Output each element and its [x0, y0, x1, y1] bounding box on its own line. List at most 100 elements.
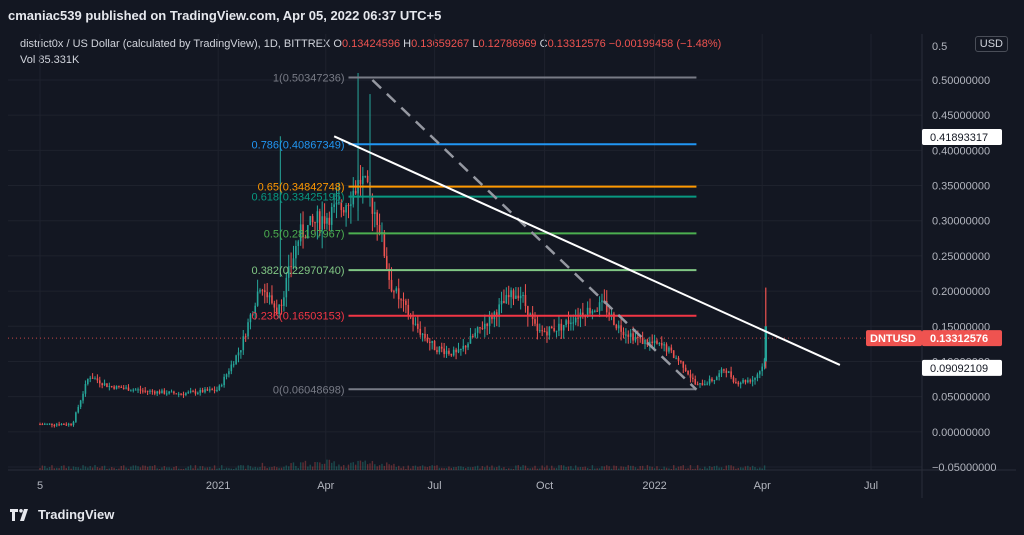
candle-body — [711, 378, 713, 381]
candle-body — [505, 295, 508, 304]
high-label: H — [403, 38, 412, 50]
candle-body — [601, 300, 603, 303]
candle-body — [629, 333, 632, 337]
volume-bar — [450, 467, 453, 470]
volume-bar — [218, 468, 221, 470]
candle-body — [550, 326, 553, 329]
volume-bar — [182, 468, 185, 470]
x-tick-label: 5 — [37, 480, 43, 492]
candle-body — [605, 300, 608, 313]
candle-body — [278, 304, 280, 314]
volume-bar — [264, 466, 266, 470]
footer-brand-label: TradingView — [38, 507, 115, 522]
candle-body — [118, 385, 120, 387]
volume-bar — [266, 467, 268, 470]
candle-body — [488, 314, 491, 326]
fib-level-label: 0.65(0.34842748) — [258, 182, 345, 194]
volume-bar — [168, 467, 170, 470]
volume-bar — [343, 464, 345, 470]
volume-bar — [555, 467, 558, 470]
volume-bar — [154, 465, 156, 470]
volume-bar — [197, 468, 199, 470]
candle-body — [309, 216, 312, 226]
candle-body — [318, 211, 321, 230]
volume-bar — [39, 468, 41, 470]
volume-bar — [173, 466, 175, 470]
price-chart[interactable]: 0.50000000 0.45000000 0.40000000 0.35000000… — [0, 0, 1024, 500]
fib-level-label: 1(0.50347236) — [273, 73, 345, 85]
volume-bar — [319, 462, 321, 470]
candle-body — [720, 369, 723, 374]
volume-bar — [407, 465, 409, 470]
volume-bar — [137, 466, 139, 470]
volume-bar — [230, 468, 233, 470]
volume-bar — [553, 467, 555, 470]
y-tick-label: 0.40000000 — [932, 145, 990, 157]
candle-body — [653, 340, 656, 344]
candle-body — [684, 367, 687, 371]
volume-bar — [58, 468, 60, 470]
price-marker-label: 0.41893317 — [930, 132, 988, 144]
y-tick-label: 0.05000000 — [932, 392, 990, 404]
candle-body — [94, 378, 96, 380]
candle-body — [261, 290, 264, 292]
volume-bar — [82, 465, 84, 470]
volume-bar — [529, 468, 531, 470]
candle-body — [498, 304, 500, 317]
candle-body — [230, 364, 233, 372]
candle-body — [249, 314, 252, 323]
candle-body — [584, 316, 587, 318]
candle-body — [110, 386, 113, 388]
candle-body — [199, 389, 202, 393]
volume-bar — [598, 468, 601, 470]
candle-body — [244, 336, 247, 338]
volume-bar — [419, 466, 421, 470]
volume-bar — [290, 463, 292, 470]
volume-bar — [649, 466, 651, 470]
candle-body — [696, 384, 699, 386]
volume-bar — [333, 461, 335, 470]
candle-body — [694, 379, 697, 385]
volume-bar — [651, 466, 653, 470]
candle-body — [402, 299, 405, 301]
volume-bar — [433, 465, 436, 470]
volume-bar — [656, 466, 658, 470]
volume-bar — [352, 462, 354, 470]
candle-body — [211, 389, 213, 391]
candle-body — [354, 190, 357, 194]
volume-bar — [321, 464, 323, 470]
candle-body — [555, 330, 558, 332]
volume-bar — [467, 466, 469, 470]
volume-bar — [543, 467, 546, 470]
candle-body — [706, 383, 708, 385]
volume-bar — [663, 466, 665, 470]
volume-bar — [240, 465, 242, 470]
symbol-tag-box — [866, 330, 922, 347]
candle-body — [321, 216, 323, 230]
candle-body — [385, 256, 388, 269]
candle-body — [366, 175, 369, 183]
candle-body — [388, 268, 390, 280]
volume-bar — [730, 465, 732, 470]
volume-bar — [364, 460, 366, 470]
volume-bar — [570, 466, 572, 470]
candle-body — [548, 326, 551, 336]
candle-body — [522, 294, 524, 296]
candle-body — [182, 394, 185, 396]
candle-body — [742, 380, 744, 383]
currency-button[interactable]: USD — [974, 36, 1008, 52]
volume-bar — [79, 468, 82, 470]
volume-bar — [723, 468, 725, 470]
last-price-label: 0.13312576 — [930, 333, 988, 345]
candle-body — [364, 175, 367, 177]
volume-bar — [362, 461, 364, 470]
candle-body — [338, 202, 340, 204]
candle-body — [41, 424, 44, 426]
candle-body — [180, 393, 182, 395]
volume-bar — [453, 467, 455, 470]
volume-bar — [481, 466, 484, 470]
fib-level-label: 0.382(0.22970740) — [252, 265, 345, 277]
volume-bar — [634, 467, 637, 470]
volume-bar — [292, 462, 295, 470]
volume-bar — [299, 462, 302, 470]
